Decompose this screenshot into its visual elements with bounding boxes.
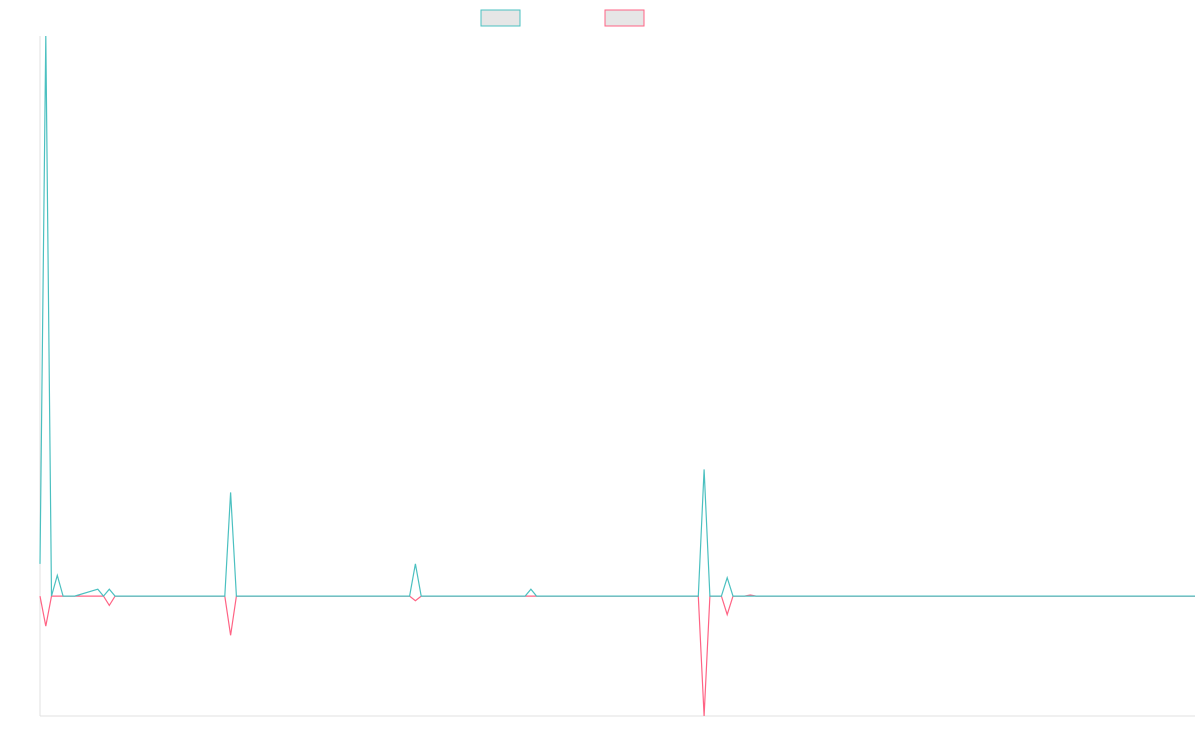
series-line-1 [39,35,1195,598]
legend [480,9,645,27]
axes [39,36,1195,717]
series-line-2 [39,594,1195,717]
legend-swatch-1[interactable] [480,9,521,27]
series-lines [39,35,1195,717]
legend-swatch-2[interactable] [604,9,645,27]
